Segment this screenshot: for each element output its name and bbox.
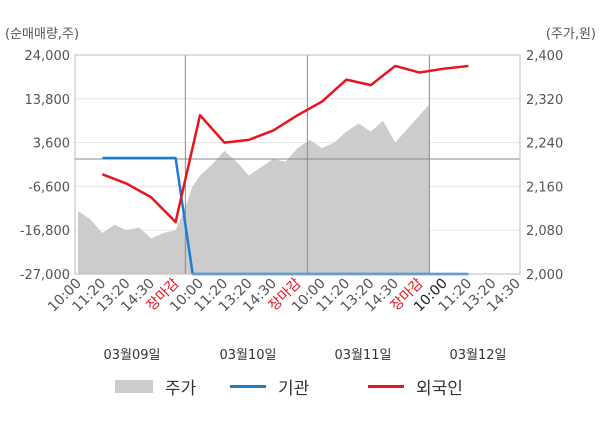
date-label: 03월09일 — [103, 348, 160, 363]
legend-label-institution: 기관 — [278, 378, 310, 399]
right-tick-label: 2,320 — [526, 93, 563, 108]
series-line-foreign — [101, 64, 469, 224]
right-tick-label: 2,000 — [526, 268, 563, 283]
plot-frame — [74, 54, 521, 275]
legend-swatch-institution — [230, 384, 266, 388]
legend-item-institution: 기관 — [230, 372, 309, 400]
legend-label-foreign: 외국인 — [416, 378, 463, 399]
left-tick-label: -27,000 — [20, 268, 70, 283]
day-separators — [184, 55, 430, 274]
right-tick-label: 2,240 — [526, 137, 563, 152]
right-tick-label: 2,160 — [526, 180, 563, 195]
chart: (순매매량,주) (주가,원) 24,000 13,800 3,600 -6,600 -… — [5, 27, 596, 363]
legend-item-price: 주가 — [115, 372, 196, 400]
right-axis-ticks: 2,400 2,320 2,240 2,160 2,080 2,000 — [526, 49, 563, 283]
left-axis-ticks: 24,000 13,800 3,600 -6,600 -16,800 -27,000 — [20, 49, 70, 283]
legend: 주가 기관 외국인 — [0, 372, 600, 402]
left-tick-label: 3,600 — [33, 137, 70, 152]
price-area — [78, 104, 430, 275]
left-tick-label: -6,600 — [28, 180, 70, 195]
price-area-path — [78, 104, 430, 275]
date-labels: 03월09일 03월10일 03월11일 03월12일 — [103, 348, 506, 363]
right-tick-label: 2,080 — [526, 224, 563, 239]
date-label: 03월10일 — [219, 348, 276, 363]
left-axis-unit: (순매매량,주) — [5, 27, 79, 42]
left-tick-label: 24,000 — [25, 49, 71, 64]
right-axis-unit: (주가,원) — [546, 27, 596, 42]
x-axis-ticks: 10:0011:2013:2014:30장마감10:0011:2013:2014… — [45, 275, 524, 315]
legend-swatch-price — [115, 379, 153, 393]
left-tick-label: 13,800 — [25, 93, 71, 108]
left-tick-label: -16,800 — [20, 224, 70, 239]
legend-swatch-foreign — [368, 384, 404, 388]
date-label: 03월11일 — [334, 348, 391, 363]
right-tick-label: 2,400 — [526, 49, 563, 64]
legend-label-price: 주가 — [165, 378, 197, 399]
date-label: 03월12일 — [449, 348, 506, 363]
legend-item-foreign: 외국인 — [368, 372, 463, 400]
